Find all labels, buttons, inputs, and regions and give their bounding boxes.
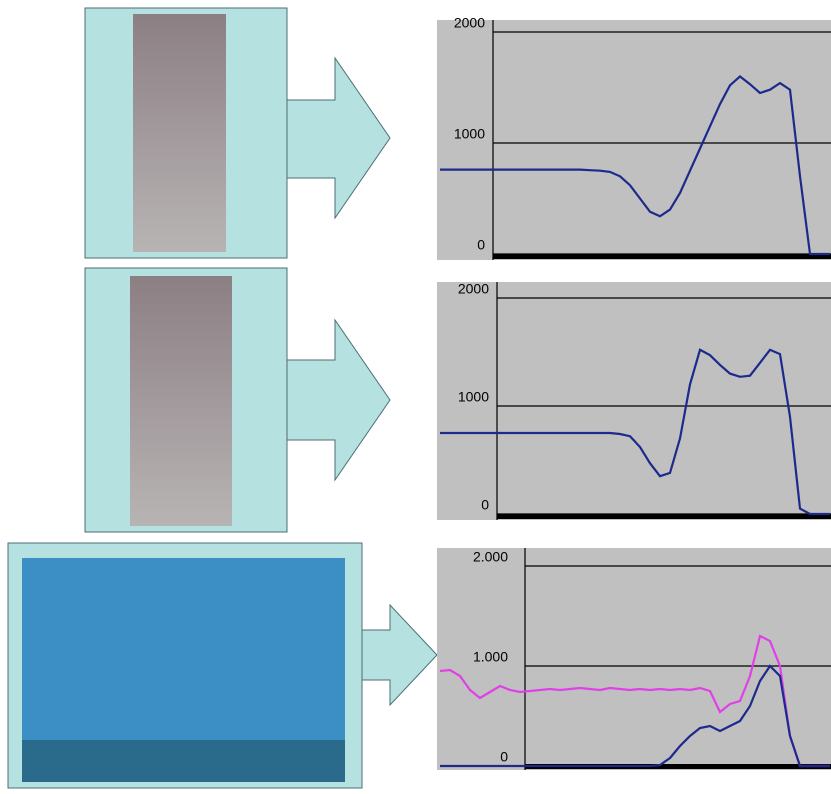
y-tick-label: 1000: [454, 126, 485, 142]
y-tick-label: 1000: [458, 389, 489, 405]
y-tick-label: 2000: [458, 281, 489, 297]
arrow: [362, 605, 437, 705]
y-tick-label: 2.000: [473, 549, 508, 565]
charts: 0 1000 2000 0 1000 2000 0 1.000 2.000: [437, 15, 831, 770]
y-tick-label: 0: [500, 749, 508, 765]
x-axis: [497, 514, 831, 519]
y-tick-label: 1.000: [473, 649, 508, 665]
arrow: [287, 58, 390, 218]
photo: [130, 276, 232, 526]
plot-area: [437, 20, 831, 260]
arrow: [287, 320, 390, 480]
plot-area: [437, 282, 831, 520]
y-tick-label: 0: [477, 237, 485, 253]
figure: 0 1000 2000 0 1000 2000 0 1.000 2.000: [0, 0, 831, 794]
x-axis: [493, 254, 831, 259]
photo-pool: [22, 740, 345, 782]
y-tick-label: 0: [481, 497, 489, 513]
y-tick-label: 2000: [454, 15, 485, 31]
photo: [133, 14, 226, 252]
